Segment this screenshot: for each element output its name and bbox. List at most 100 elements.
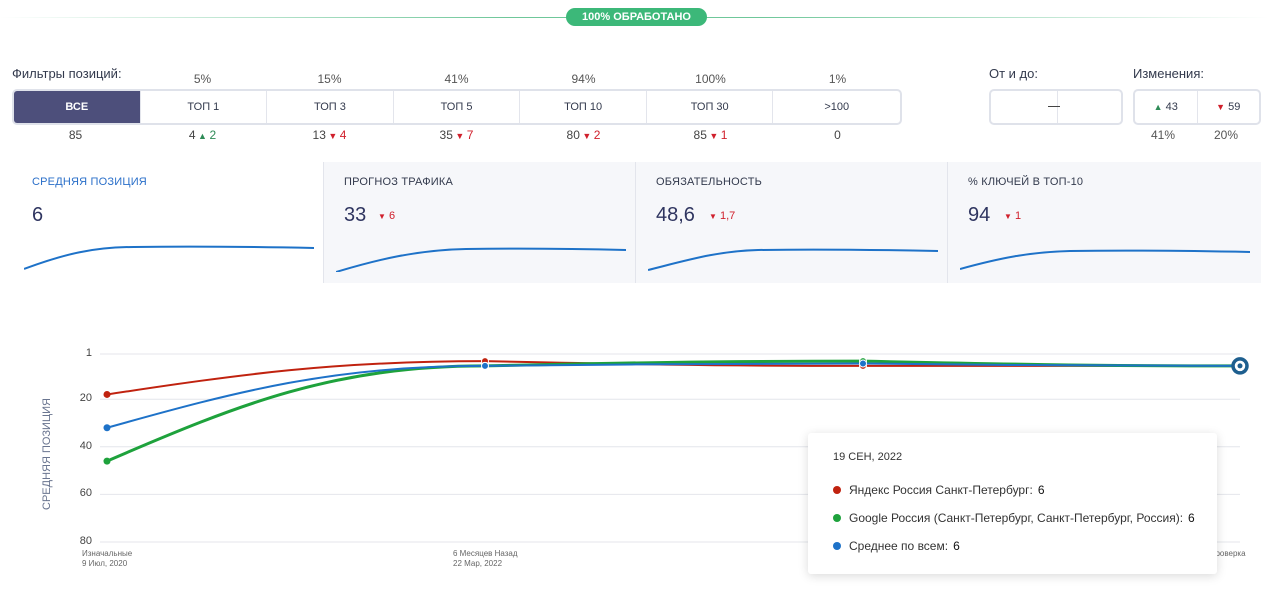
filter-percent: 41% (444, 72, 469, 86)
arrow-down-icon: ▼ (378, 212, 386, 221)
arrow-down-icon: ▼ (706, 131, 721, 141)
tooltip-series-value: 6 (1188, 511, 1195, 525)
changes-up-pct: 41% (1151, 128, 1176, 142)
range-separator (1057, 91, 1058, 123)
card-value: 33 (344, 204, 367, 226)
arrow-up-icon: ▲ (195, 131, 210, 141)
range-dash (1048, 106, 1060, 107)
arrow-down-icon: ▼ (325, 131, 340, 141)
position-filters: ВСЕ ТОП 1 ТОП 3 ТОП 5 ТОП 10 ТОП 30 >100 (12, 89, 902, 125)
card-change-value: 1 (1014, 210, 1022, 222)
changes-filter: ▲ 43 ▼ 59 (1133, 89, 1261, 125)
x-tick-line2: 9 Июл, 2020 (82, 559, 128, 568)
tooltip-series-value: 6 (953, 539, 960, 553)
card-change-value: 6 (388, 210, 396, 222)
tooltip-row: Яндекс Россия Санкт-Петербург: 6 (833, 483, 1045, 497)
card-value: 48,6 (656, 204, 695, 226)
changes-down-pct: 20% (1214, 128, 1239, 142)
tooltip-series-name: Google Россия (Санкт-Петербург, Санкт-Пе… (849, 511, 1184, 525)
y-tick-label: 40 (79, 439, 92, 452)
y-tick-label: 80 (79, 535, 92, 547)
filter-tab[interactable]: >100 (824, 101, 850, 113)
data-point[interactable] (103, 424, 111, 432)
data-point[interactable] (103, 457, 111, 465)
tab-average-position[interactable]: СРЕДНЯЯ ПОЗИЦИЯ 6 (12, 162, 324, 283)
tooltip-series-value: 6 (1037, 483, 1045, 497)
filter-tab[interactable]: ВСЕ (14, 91, 141, 123)
filter-count: 0 (774, 128, 901, 142)
arrow-up-icon: ▲ (1153, 102, 1163, 112)
arrow-down-icon: ▼ (1004, 212, 1012, 221)
changes-up-button[interactable]: ▲ 43 (1135, 91, 1198, 123)
tooltip-row: Среднее по всем: 6 (833, 539, 960, 553)
filter-delta: 4 (339, 128, 347, 142)
sparkline (336, 247, 626, 272)
filter-count-value: 80 (566, 128, 580, 142)
data-point[interactable] (103, 390, 111, 398)
filter-percent: 100% (695, 72, 726, 86)
filter-count: 4 ▲ 2 (139, 128, 266, 142)
series-dot-icon (833, 514, 841, 522)
tooltip-series-name: Яндекс Россия Санкт-Петербург: (849, 483, 1033, 497)
filter-percent: 94% (571, 72, 596, 86)
filter-tab[interactable]: ТОП 1 (141, 91, 268, 123)
arrow-down-icon: ▼ (579, 131, 594, 141)
tooltip-date: 19 СЕН, 2022 (833, 451, 903, 463)
last-point-dot (1237, 363, 1243, 369)
filter-tab[interactable]: ТОП 30 (647, 91, 774, 123)
changes-down-button[interactable]: ▼ 59 (1198, 91, 1260, 123)
data-point[interactable] (859, 359, 867, 368)
card-change: ▼ 1,7 (709, 210, 735, 222)
filter-count: 13 ▼ 4 (266, 128, 393, 142)
sparkline (24, 245, 314, 270)
status-badge: 100% ОБРАБОТАНО (566, 8, 707, 26)
changes-down-value: 59 (1228, 101, 1241, 113)
series-dot-icon (833, 486, 841, 494)
card-value: 94 (968, 204, 991, 226)
filter-count-value: 85 (693, 128, 707, 142)
filter-count-value: 4 (188, 128, 196, 142)
y-tick-label: 20 (79, 392, 92, 405)
range-input[interactable] (989, 89, 1123, 125)
card-label: ПРОГНОЗ ТРАФИКА (344, 176, 454, 188)
filter-count-value: 0 (834, 128, 841, 142)
card-change-value: 1,7 (719, 210, 736, 222)
card-label: ОБЯЗАТЕЛЬНОСТЬ (656, 176, 763, 188)
tab-top10-share[interactable]: % КЛЮЧЕЙ В ТОП-10 94 ▼ 1 (948, 162, 1261, 283)
data-point[interactable] (481, 361, 489, 370)
filter-count-value: 13 (312, 128, 326, 142)
series-dot-icon (833, 542, 841, 550)
x-tick-line1: Изначальные (82, 549, 133, 558)
card-change: ▼ 6 (378, 210, 395, 222)
changes-title: Изменения: (1133, 66, 1204, 81)
series-line (106, 362, 1241, 429)
filter-percent: 5% (193, 72, 212, 86)
card-value: 6 (32, 204, 44, 226)
filter-count: 80 ▼ 2 (520, 128, 647, 142)
filter-delta: 2 (593, 128, 601, 142)
tab-traffic-forecast[interactable]: ПРОГНОЗ ТРАФИКА 33 ▼ 6 (324, 162, 636, 283)
filter-count: 85 ▼ 1 (647, 128, 774, 142)
card-change: ▼ 1 (1004, 210, 1021, 222)
x-tick-label: 6 Месяцев Назад 22 Мар, 2022 (453, 549, 518, 569)
chart-tooltip: 19 СЕН, 2022 Яндекс Россия Санкт-Петербу… (808, 433, 1217, 574)
x-tick-label: Изначальные 9 Июл, 2020 (82, 549, 132, 569)
filter-percent: 1% (828, 72, 847, 86)
sparkline (960, 249, 1250, 270)
filter-count-value: 85 (68, 128, 83, 142)
tooltip-series-name: Среднее по всем: (849, 539, 949, 553)
filter-delta: 2 (209, 128, 217, 142)
filter-tab[interactable]: ТОП 10 (520, 91, 647, 123)
arrow-down-icon: ▼ (709, 212, 717, 221)
filter-percent: 15% (317, 72, 342, 86)
filter-tab[interactable]: ТОП 3 (267, 91, 394, 123)
card-label: % КЛЮЧЕЙ В ТОП-10 (968, 176, 1084, 188)
filter-tab[interactable]: ТОП 5 (394, 91, 521, 123)
tab-visibility[interactable]: ОБЯЗАТЕЛЬНОСТЬ 48,6 ▼ 1,7 (636, 162, 948, 283)
card-label: СРЕДНЯЯ ПОЗИЦИЯ (32, 176, 147, 188)
filter-count: 35 ▼ 7 (393, 128, 520, 142)
sparkline (648, 248, 938, 271)
y-tick-label: 1 (85, 347, 92, 359)
x-tick-line1: 6 Месяцев Назад (453, 549, 518, 558)
range-title: От и до: (989, 66, 1038, 81)
